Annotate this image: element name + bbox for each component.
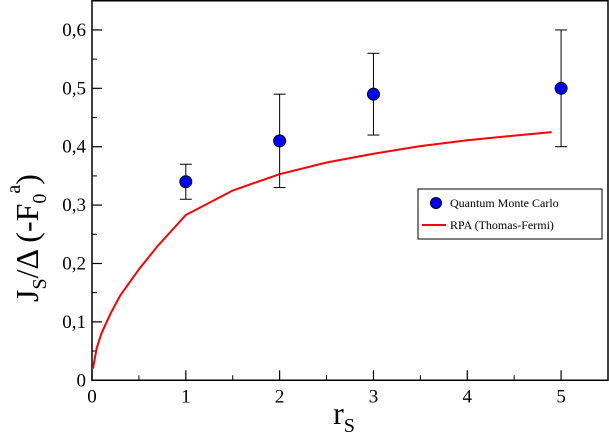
legend-label-qmc: Quantum Monte Carlo <box>450 196 559 210</box>
legend-box <box>417 188 603 240</box>
y-axis-label-main: J <box>9 290 45 302</box>
x-axis-label-sub: S <box>344 415 355 436</box>
y-axis-label-sub1: S <box>29 278 51 289</box>
rpa-series <box>91 131 552 369</box>
y-tick-label: 0,5 <box>62 78 86 99</box>
y-tick-label: 0 <box>77 370 87 391</box>
plot-frame <box>91 0 609 381</box>
x-tick-label: 4 <box>463 386 473 407</box>
qmc-point <box>554 81 568 95</box>
y-axis-label-sub2: 0 <box>29 194 51 204</box>
axis-ticks <box>91 0 562 381</box>
qmc-point <box>179 175 193 189</box>
rpa-curve <box>91 131 552 369</box>
y-axis-label-sup: a <box>3 185 25 194</box>
y-axis-label-close: ) <box>9 174 45 185</box>
y-tick-label: 0,6 <box>62 20 86 41</box>
y-tick-label: 0,4 <box>62 137 86 158</box>
x-tick-label: 0 <box>87 386 97 407</box>
y-tick-label: 0,1 <box>62 312 86 333</box>
qmc-point <box>273 134 287 148</box>
qmc-series <box>179 29 568 200</box>
qmc-point <box>366 87 380 101</box>
y-axis-label: JS/Δ (-F0a) <box>3 174 51 302</box>
legend-label-rpa: RPA (Thomas-Fermi) <box>450 218 554 232</box>
x-tick-label: 3 <box>369 386 379 407</box>
legend-marker-qmc <box>430 197 442 209</box>
x-tick-label: 5 <box>556 386 566 407</box>
x-tick-label: 1 <box>181 386 191 407</box>
y-axis-label-delta: /Δ (-F <box>9 204 45 279</box>
x-tick-label: 2 <box>275 386 285 407</box>
x-axis-label: rS <box>333 395 355 436</box>
axis-tick-labels: 0 1 2 3 4 5 0 0,1 0,2 0,3 0,4 0,5 0,6 <box>62 20 566 407</box>
legend: Quantum Monte Carlo RPA (Thomas-Fermi) <box>417 188 603 240</box>
y-tick-label: 0,3 <box>62 195 86 216</box>
y-tick-label: 0,2 <box>62 253 86 274</box>
x-axis-label-main: r <box>333 395 344 431</box>
